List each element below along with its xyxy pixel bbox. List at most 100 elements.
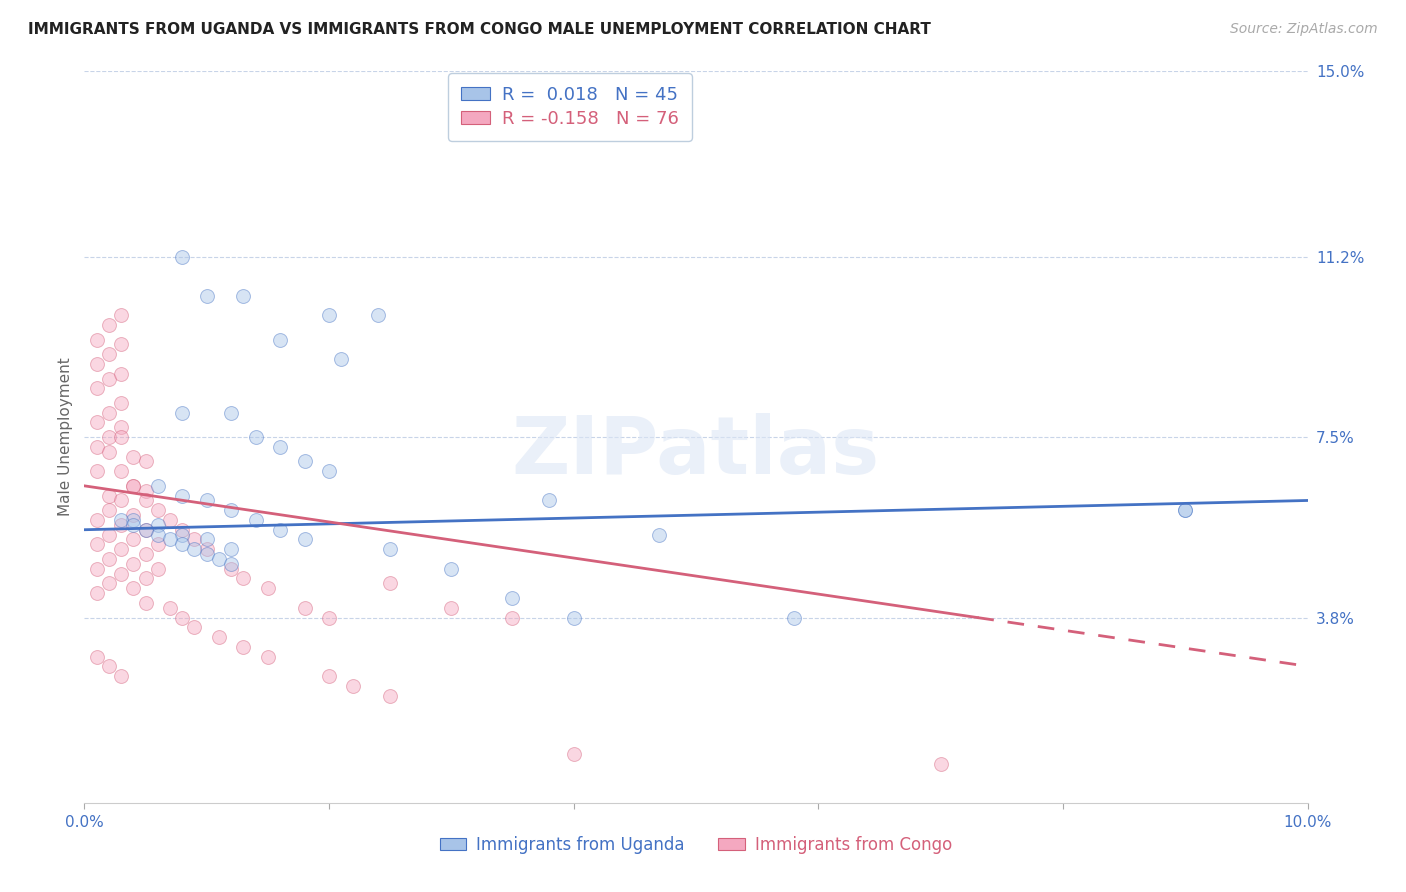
Point [257, 649, 280, 664]
Point [269, 440, 291, 454]
Point [648, 527, 671, 541]
Point [135, 483, 157, 498]
Point [110, 367, 132, 381]
Text: Source: ZipAtlas.com: Source: ZipAtlas.com [1230, 22, 1378, 37]
Point [330, 352, 353, 367]
Point [538, 493, 561, 508]
Point [97, 489, 120, 503]
Point [122, 533, 145, 547]
Point [159, 600, 181, 615]
Point [172, 527, 194, 541]
Point [110, 493, 132, 508]
Point [318, 308, 340, 322]
Point [245, 513, 267, 527]
Point [1174, 503, 1197, 517]
Point [97, 430, 120, 444]
Point [380, 689, 402, 703]
Point [318, 464, 340, 478]
Point [86, 464, 108, 478]
Point [86, 381, 108, 395]
Point [97, 527, 120, 541]
Point [219, 542, 242, 557]
Point [86, 649, 108, 664]
Point [97, 406, 120, 420]
Point [367, 308, 389, 322]
Point [219, 503, 242, 517]
Point [86, 416, 108, 430]
Point [97, 576, 120, 591]
Point [86, 357, 108, 371]
Point [1174, 503, 1197, 517]
Point [146, 517, 169, 532]
Point [440, 562, 463, 576]
Point [318, 610, 340, 624]
Point [135, 493, 157, 508]
Point [172, 523, 194, 537]
Point [146, 479, 169, 493]
Point [172, 406, 194, 420]
Text: IMMIGRANTS FROM UGANDA VS IMMIGRANTS FROM CONGO MALE UNEMPLOYMENT CORRELATION CH: IMMIGRANTS FROM UGANDA VS IMMIGRANTS FRO… [28, 22, 931, 37]
Point [195, 288, 218, 302]
Point [97, 347, 120, 361]
Point [97, 552, 120, 566]
Point [122, 450, 145, 464]
Point [135, 454, 157, 468]
Point [97, 318, 120, 332]
Point [110, 430, 132, 444]
Point [135, 572, 157, 586]
Point [183, 533, 205, 547]
Point [110, 420, 132, 434]
Point [110, 566, 132, 581]
Point [122, 479, 145, 493]
Point [146, 527, 169, 541]
Point [195, 533, 218, 547]
Point [86, 440, 108, 454]
Point [208, 552, 231, 566]
Point [110, 517, 132, 532]
Point [172, 489, 194, 503]
Point [342, 679, 364, 693]
Point [380, 542, 402, 557]
Point [195, 542, 218, 557]
Y-axis label: Male Unemployment: Male Unemployment [58, 358, 73, 516]
Point [219, 406, 242, 420]
Point [219, 562, 242, 576]
Point [562, 747, 585, 761]
Point [195, 547, 218, 561]
Point [135, 523, 157, 537]
Point [562, 610, 585, 624]
Point [294, 600, 316, 615]
Point [122, 581, 145, 595]
Point [122, 513, 145, 527]
Point [245, 430, 267, 444]
Point [97, 503, 120, 517]
Point [219, 557, 242, 571]
Text: ZIPatlas: ZIPatlas [512, 413, 880, 491]
Point [269, 523, 291, 537]
Point [172, 610, 194, 624]
Point [502, 591, 524, 605]
Point [110, 513, 132, 527]
Point [86, 333, 108, 347]
Point [86, 537, 108, 551]
Point [97, 659, 120, 673]
Point [159, 513, 181, 527]
Point [122, 508, 145, 522]
Point [783, 610, 806, 624]
Point [172, 537, 194, 551]
Point [232, 288, 254, 302]
Point [294, 454, 316, 468]
Point [208, 630, 231, 644]
Point [122, 557, 145, 571]
Point [294, 533, 316, 547]
Point [110, 337, 132, 351]
Point [122, 479, 145, 493]
Point [86, 513, 108, 527]
Point [110, 396, 132, 410]
Point [440, 600, 463, 615]
Point [86, 562, 108, 576]
Point [110, 669, 132, 683]
Point [183, 542, 205, 557]
Point [232, 640, 254, 654]
Point [146, 503, 169, 517]
